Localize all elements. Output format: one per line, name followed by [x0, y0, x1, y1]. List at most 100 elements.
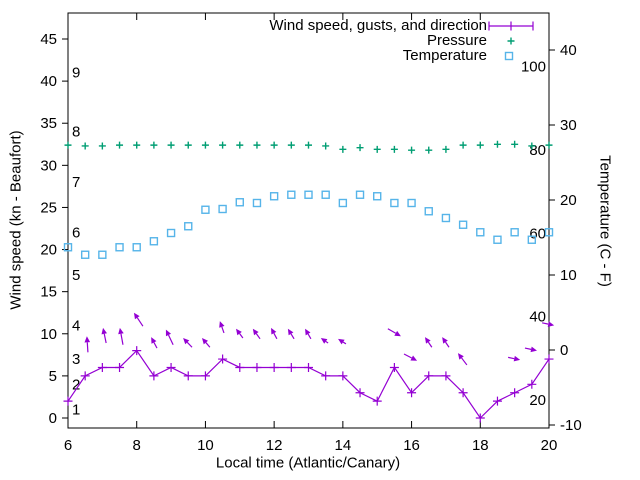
- wind-tick-label: 20: [40, 242, 57, 259]
- beaufort-label: 8: [72, 124, 80, 141]
- plus-marker: [286, 362, 296, 372]
- plus-marker: [305, 141, 312, 149]
- axis-ticks: [62, 13, 555, 428]
- plus-marker: [63, 396, 73, 406]
- plus-marker: [270, 141, 278, 149]
- wind-vector-shaft: [239, 333, 244, 339]
- pressure-series: [64, 140, 553, 154]
- temperature-point: [98, 250, 107, 259]
- temperature-point: [269, 192, 279, 201]
- wind-vector-shaft: [167, 334, 174, 345]
- temperature-point: [304, 190, 313, 199]
- beaufort-label: 4: [72, 317, 80, 334]
- wind-vector-shaft: [542, 322, 549, 325]
- plus-marker: [356, 144, 364, 152]
- temperature-point: [201, 205, 210, 214]
- plus-marker: [441, 371, 451, 381]
- wind-vector-shaft: [255, 333, 261, 340]
- temp-tick-label: 10: [560, 267, 577, 284]
- temperature-point: [149, 237, 159, 246]
- wind-vector-arrowhead: [530, 346, 537, 353]
- plus-marker: [235, 362, 245, 372]
- beaufort-label: 9: [72, 65, 80, 82]
- plus-marker: [287, 141, 295, 149]
- wind-vector-shaft: [136, 317, 144, 327]
- wind-tick-label: 35: [40, 115, 57, 132]
- plus-marker: [253, 141, 261, 149]
- wind-vector-shaft: [507, 356, 515, 360]
- plus-marker: [527, 379, 537, 389]
- plus-marker: [149, 371, 159, 381]
- wind-tick-label: 15: [40, 284, 57, 301]
- wind-tick-labels: 0 5 10 15 20 25 30 35 40 45: [40, 31, 57, 427]
- right-axis-title: Temperature (C - F): [596, 155, 614, 287]
- temperature-point: [132, 243, 141, 252]
- wind-vector-arrowhead: [305, 328, 311, 336]
- wind-vector-arrowhead: [236, 328, 242, 336]
- wind-vector-shaft: [120, 333, 124, 345]
- temperature-point: [235, 198, 244, 207]
- plus-marker: [304, 362, 313, 372]
- plus-marker: [458, 388, 468, 398]
- wind-vector-arrowhead: [183, 337, 190, 345]
- fahrenheit-label: 60: [529, 225, 546, 242]
- plus-marker: [321, 371, 331, 381]
- wind-tick-label: 30: [40, 157, 57, 174]
- wind-vector-shaft: [387, 328, 397, 334]
- plus-marker: [115, 362, 125, 372]
- wind-vector-arrowhead: [252, 328, 259, 336]
- plus-marker: [355, 388, 365, 398]
- plus-marker: [459, 141, 467, 149]
- x-tick-label: 18: [472, 437, 489, 454]
- legend-samples: [488, 21, 534, 61]
- temperature-point: [80, 250, 90, 259]
- legend-label-pressure: Pressure: [426, 32, 487, 49]
- wind-direction-vectors: [84, 312, 555, 366]
- left-axis-title: Wind speed (kn - Beaufort): [7, 130, 25, 310]
- wind-vector-arrowhead: [338, 338, 345, 345]
- plus-marker: [372, 396, 382, 406]
- plus-marker: [166, 362, 176, 372]
- beaufort-label: 1: [72, 402, 80, 419]
- temp-tick-label: 0: [560, 342, 568, 359]
- temperature-point: [373, 192, 382, 201]
- plus-marker: [545, 141, 553, 149]
- plus-marker: [80, 371, 90, 381]
- wind-vector-arrowhead: [442, 337, 448, 344]
- wind-tick-label: 40: [40, 73, 57, 90]
- wind-vector-arrowhead: [513, 355, 521, 362]
- wind-tick-label: 45: [40, 31, 57, 48]
- wind-vector-arrowhead: [201, 337, 209, 345]
- plus-marker: [201, 141, 209, 149]
- wind-vector-arrowhead: [410, 355, 418, 361]
- fahrenheit-label: 20: [529, 392, 546, 409]
- wind-vector-arrowhead: [547, 321, 555, 327]
- wind-vector-shaft: [325, 340, 329, 344]
- plus-marker: [219, 141, 227, 149]
- plus-marker: [442, 145, 450, 153]
- x-tick-label: 6: [64, 437, 72, 454]
- plus-marker: [373, 145, 381, 153]
- plus-marker: [200, 371, 210, 381]
- temp-tick-label: 20: [560, 192, 577, 209]
- x-tick-label: 16: [403, 437, 420, 454]
- wind-vector-arrowhead: [320, 337, 328, 344]
- plot-border-rect: [67, 12, 550, 429]
- wind-vector-arrowhead: [271, 327, 277, 335]
- fahrenheit-label: 100: [521, 59, 546, 76]
- wind-vector-arrowhead: [457, 353, 464, 360]
- plus-marker: [475, 413, 485, 423]
- wind-vector-arrowhead: [101, 327, 107, 335]
- beaufort-label: 7: [72, 174, 80, 191]
- wind-vector-shaft: [205, 342, 211, 348]
- x-tick-labels: 6 8 10 12 14 16 18 20: [64, 437, 558, 454]
- wind-vector-shaft: [461, 357, 468, 366]
- beaufort-label: 2: [72, 376, 80, 393]
- wind-vector-shaft: [403, 353, 413, 359]
- temperature-point: [493, 235, 502, 244]
- wind-vector-arrowhead: [394, 330, 401, 337]
- temperature-point: [476, 228, 485, 237]
- plus-marker: [133, 141, 141, 149]
- plus-marker: [493, 140, 501, 148]
- plus-marker: [492, 396, 502, 406]
